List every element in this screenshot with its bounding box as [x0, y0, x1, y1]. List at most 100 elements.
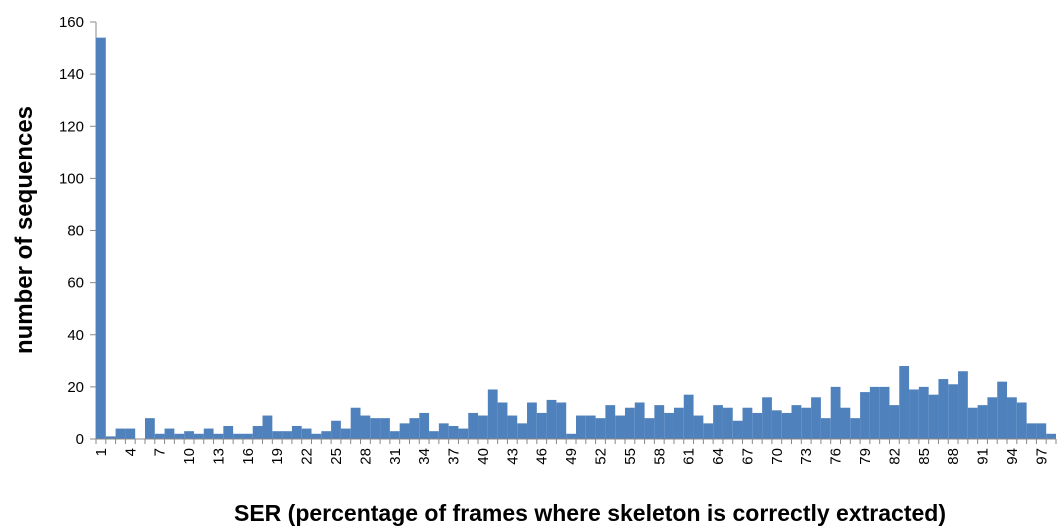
bar: [1026, 423, 1037, 439]
x-tick-label: 7: [152, 448, 169, 456]
x-tick-label: 64: [710, 448, 727, 465]
y-tick-label: 0: [76, 431, 84, 448]
y-axis: 0 20 40 60 80 100 120 140 160: [59, 14, 97, 448]
bars: [96, 37, 1056, 440]
x-tick-label: 61: [681, 448, 698, 465]
bar: [321, 431, 332, 439]
bar: [468, 412, 479, 439]
x-tick-label: 49: [563, 448, 580, 465]
bar: [811, 397, 821, 439]
x-tick-label: 52: [592, 448, 609, 465]
bar: [909, 389, 919, 439]
bar: [742, 407, 753, 439]
x-tick-label: 67: [739, 448, 756, 465]
bar: [1016, 402, 1027, 439]
bar: [595, 418, 606, 439]
bar: [1036, 423, 1047, 439]
bar: [478, 415, 488, 439]
bar: [850, 418, 861, 439]
x-tick-label: 79: [857, 448, 874, 465]
bar: [1046, 433, 1056, 439]
bar: [693, 415, 704, 439]
x-tick-label: 76: [828, 448, 845, 465]
bar: [830, 386, 841, 440]
bar: [732, 420, 743, 439]
bar: [958, 371, 968, 439]
x-tick-label: 1: [93, 448, 110, 456]
x-tick-label: 94: [1004, 448, 1021, 465]
bar: [713, 405, 723, 439]
bar: [987, 397, 998, 439]
bar: [340, 428, 351, 439]
bar: [654, 405, 665, 439]
bar: [419, 412, 430, 439]
bar: [389, 431, 400, 439]
bar: [174, 433, 185, 439]
bar: [438, 423, 449, 439]
bar: [164, 428, 175, 439]
bar: [752, 412, 763, 439]
bar: [664, 412, 674, 439]
bar: [458, 428, 469, 439]
bar: [1007, 397, 1017, 439]
x-tick-label: 70: [769, 448, 786, 465]
x-tick-label: 58: [651, 448, 668, 465]
x-axis: 1 4 7 10 13 16 19 22 25 28 31 34 37 40 43 46 49 52 55 58 61 6…: [93, 438, 1057, 465]
x-tick-label: 10: [181, 448, 198, 465]
y-tick-label: 60: [67, 275, 84, 292]
bar: [615, 415, 625, 439]
bar: [566, 433, 576, 439]
bar: [331, 420, 341, 439]
y-tick-label: 100: [59, 170, 84, 187]
bar: [576, 415, 586, 439]
bar: [673, 407, 684, 439]
bar: [860, 392, 870, 439]
bar: [928, 394, 939, 439]
bar: [840, 407, 851, 439]
bar: [242, 433, 253, 439]
bar: [889, 405, 900, 439]
bar: [282, 431, 292, 439]
bar: [762, 397, 772, 439]
bar: [350, 407, 361, 439]
bar: [820, 418, 831, 439]
bar: [223, 425, 234, 439]
bar: [497, 402, 508, 439]
bar: [272, 431, 283, 439]
x-tick-label: 34: [416, 448, 433, 465]
x-axis-title: SER (percentage of frames where skeleton…: [234, 500, 946, 526]
bar: [429, 431, 439, 439]
x-tick-label: 4: [122, 448, 139, 456]
bar: [184, 431, 194, 439]
bar: [262, 415, 273, 439]
x-tick-label: 88: [945, 448, 962, 465]
bar: [301, 428, 312, 439]
bar: [624, 407, 635, 439]
bar: [527, 402, 537, 439]
bar: [487, 389, 498, 439]
bar: [546, 399, 557, 439]
bar: [801, 407, 812, 439]
bar: [977, 405, 988, 439]
bar: [938, 379, 949, 439]
bar: [644, 418, 655, 439]
bar: [967, 407, 978, 439]
x-tick-label: 55: [622, 448, 639, 465]
x-tick-label: 91: [975, 448, 992, 465]
bar: [144, 418, 155, 439]
bar: [291, 425, 302, 439]
x-tick-label: 40: [475, 448, 492, 465]
x-tick-label: 73: [798, 448, 815, 465]
bar: [703, 423, 714, 439]
bar: [105, 436, 116, 439]
bar: [370, 418, 381, 439]
bar: [918, 386, 929, 440]
bar: [517, 423, 528, 439]
bar: [634, 402, 645, 439]
bar: [311, 433, 322, 439]
bar: [409, 418, 420, 439]
bar: [233, 433, 243, 439]
y-tick-label: 160: [59, 14, 84, 31]
bar: [399, 423, 410, 439]
